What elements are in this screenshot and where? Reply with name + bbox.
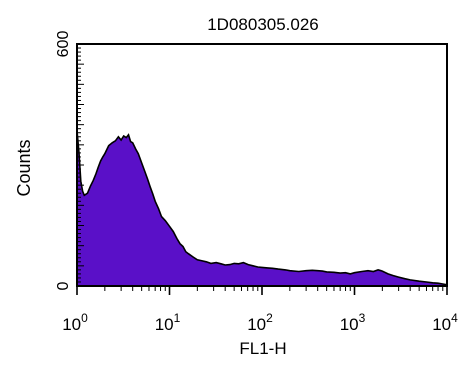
chart-title: 1D080305.026	[207, 15, 319, 34]
y-axis-minor-ticks	[77, 43, 84, 287]
x-axis-ticks	[76, 286, 448, 295]
x-tick-label: 100	[62, 311, 88, 334]
y-tick-label: 600	[55, 31, 72, 58]
histogram-area	[77, 130, 447, 286]
x-tick-label: 103	[340, 311, 366, 334]
x-tick-label: 104	[432, 311, 458, 334]
y-tick-label: 0	[55, 281, 72, 290]
y-axis-tick-labels: 0 600	[55, 31, 72, 291]
histogram-outline	[76, 130, 448, 286]
x-tick-label: 102	[247, 311, 273, 334]
x-tick-label: 101	[155, 311, 181, 334]
x-axis-label: FL1-H	[239, 339, 286, 358]
x-axis-tick-labels: 100 101 102 103 104	[62, 311, 458, 334]
y-axis-label: Counts	[14, 139, 34, 196]
